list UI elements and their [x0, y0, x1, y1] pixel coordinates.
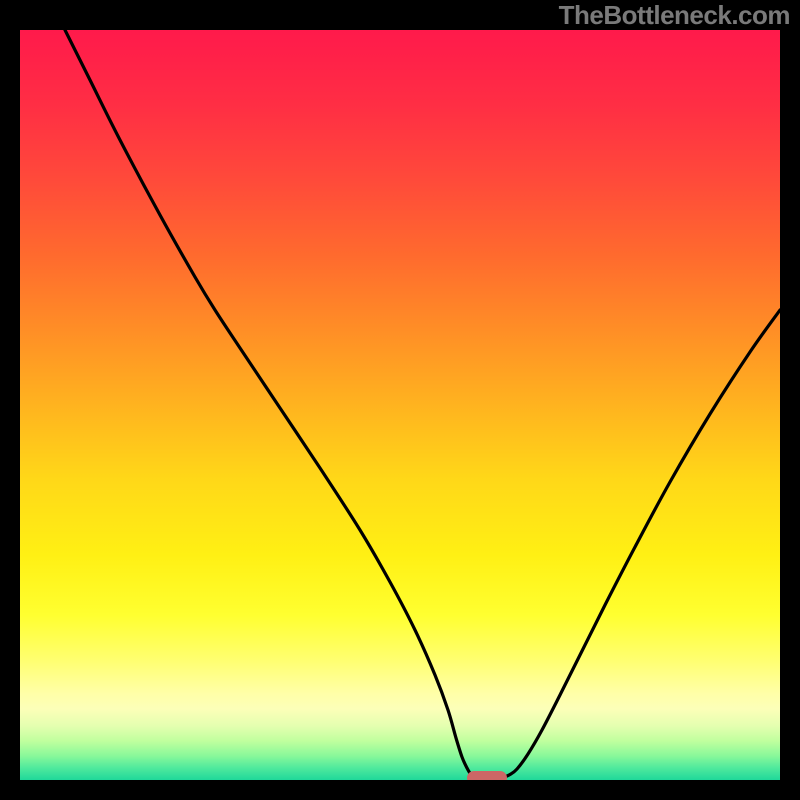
chart-frame: TheBottleneck.com — [0, 0, 800, 800]
bottleneck-chart — [0, 0, 800, 800]
plot-background — [20, 30, 780, 780]
watermark-text: TheBottleneck.com — [559, 0, 790, 31]
